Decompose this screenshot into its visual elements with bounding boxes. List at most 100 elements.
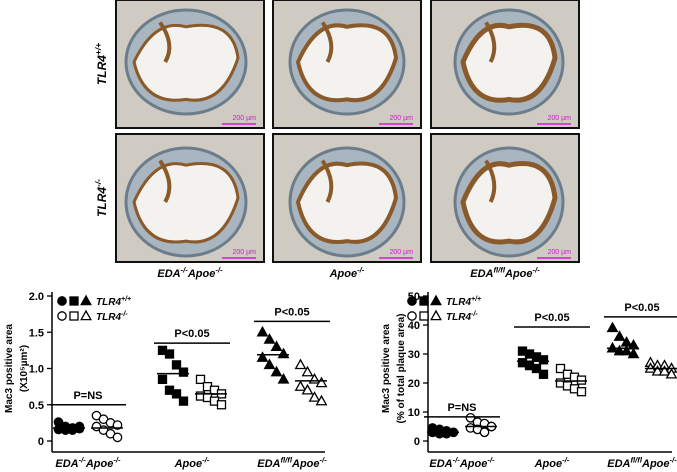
data-point	[171, 360, 182, 370]
legend-marker	[80, 309, 92, 321]
data-point	[441, 428, 452, 439]
superscript: -/-	[670, 456, 677, 465]
label-part: EDA	[470, 268, 493, 280]
data-point	[315, 376, 328, 388]
y-axis-label: Mac3 positive area	[381, 324, 392, 413]
superscript: +/+	[93, 43, 103, 55]
data-point	[665, 367, 677, 379]
y-tick-label: 20	[408, 378, 420, 390]
data-point	[651, 365, 664, 376]
y-tick-label: 30	[408, 349, 420, 361]
plaque	[484, 21, 497, 63]
data-point	[576, 387, 587, 397]
scale-bar-label: 200 µm	[390, 115, 414, 122]
data-point	[277, 373, 290, 384]
superscript: fl/fl	[630, 456, 642, 465]
plaque	[484, 159, 497, 203]
legend-marker	[419, 311, 429, 321]
data-point	[216, 400, 227, 410]
legend-marker	[69, 311, 79, 321]
data-point	[294, 358, 307, 370]
micrograph	[430, 0, 580, 129]
data-point	[256, 325, 269, 337]
label-part: EDA	[157, 268, 180, 280]
label-part: Apoe	[187, 268, 216, 280]
x-tick-label: Apoe-/-	[174, 456, 210, 470]
label-part: TLR4	[96, 312, 121, 323]
significance-label: P<0.05	[174, 328, 209, 340]
data-point	[308, 391, 321, 402]
scale-bar-label: 200 µm	[548, 249, 572, 256]
plaque	[320, 21, 334, 63]
y-tick-label: 2.0	[29, 291, 44, 303]
legend-marker	[430, 294, 442, 306]
label-part: EDA	[429, 458, 452, 470]
data-point	[294, 380, 307, 391]
data-point	[195, 374, 206, 385]
y-axis-label: (% of total plaque area)	[396, 313, 407, 423]
y-tick-label: 1.5	[29, 327, 44, 339]
label-part: Apoe	[504, 268, 533, 280]
superscript: -/-	[113, 456, 121, 465]
superscript: -/-	[487, 456, 495, 465]
data-point	[613, 344, 626, 356]
plaque	[320, 159, 334, 203]
y-axis-label: (X10⁵µm²)	[19, 345, 30, 392]
data-point	[178, 367, 189, 377]
data-point	[263, 358, 276, 370]
data-point	[270, 340, 283, 351]
legend-marker	[69, 296, 79, 306]
data-point	[620, 344, 633, 356]
label-part: EDA	[55, 458, 78, 470]
legend-marker	[57, 311, 67, 321]
scale-bar-label: 200 µm	[390, 249, 414, 256]
superscript: -/-	[357, 266, 365, 275]
label-part: Apoe	[534, 458, 563, 470]
superscript: -/-	[79, 456, 87, 465]
label-part: Apoe	[329, 268, 358, 280]
data-point	[164, 349, 175, 359]
micrograph	[430, 133, 580, 263]
significance-label: P<0.05	[624, 302, 659, 314]
data-point	[465, 412, 476, 423]
lumen	[460, 22, 558, 103]
label-part: TLR4	[446, 297, 471, 308]
superscript: -/-	[181, 266, 189, 275]
superscript: -/-	[533, 266, 541, 275]
superscript: -/-	[215, 266, 223, 275]
lumen	[295, 23, 399, 103]
label-part: Apoe	[641, 458, 670, 470]
label-part: Apoe	[291, 458, 320, 470]
label-part: Apoe	[459, 458, 488, 470]
x-tick-label: EDA-/-Apoe-/-	[429, 456, 495, 470]
lumen	[132, 23, 240, 102]
column-label: Apoe-/-	[329, 266, 365, 280]
data-point	[256, 351, 269, 362]
label-part: Apoe	[85, 458, 114, 470]
data-point	[263, 333, 276, 344]
label-part: Apoe	[174, 458, 203, 470]
y-tick-label: 0	[414, 436, 420, 448]
data-point	[112, 420, 123, 430]
data-point	[112, 432, 123, 443]
plaque	[158, 159, 172, 203]
micrograph	[115, 133, 265, 263]
legend-marker	[407, 296, 417, 306]
column-label: EDA-/-Apoe-/-	[157, 266, 223, 280]
label-part: EDA	[257, 458, 280, 470]
x-tick-label: Apoe-/-	[534, 456, 570, 470]
data-point	[576, 375, 587, 385]
label-part: TLR4	[446, 312, 471, 323]
data-point	[613, 330, 626, 341]
plaque	[158, 21, 172, 64]
significance-label: P<0.05	[274, 306, 309, 318]
y-axis-label: Mac3 positive area	[4, 324, 15, 413]
superscript: fl/fl	[493, 266, 505, 275]
y-tick-label: 10	[408, 407, 420, 419]
data-point	[301, 365, 314, 377]
significance-label: P=NS	[447, 402, 476, 414]
superscript: +/+	[471, 296, 481, 303]
data-point	[171, 389, 182, 399]
